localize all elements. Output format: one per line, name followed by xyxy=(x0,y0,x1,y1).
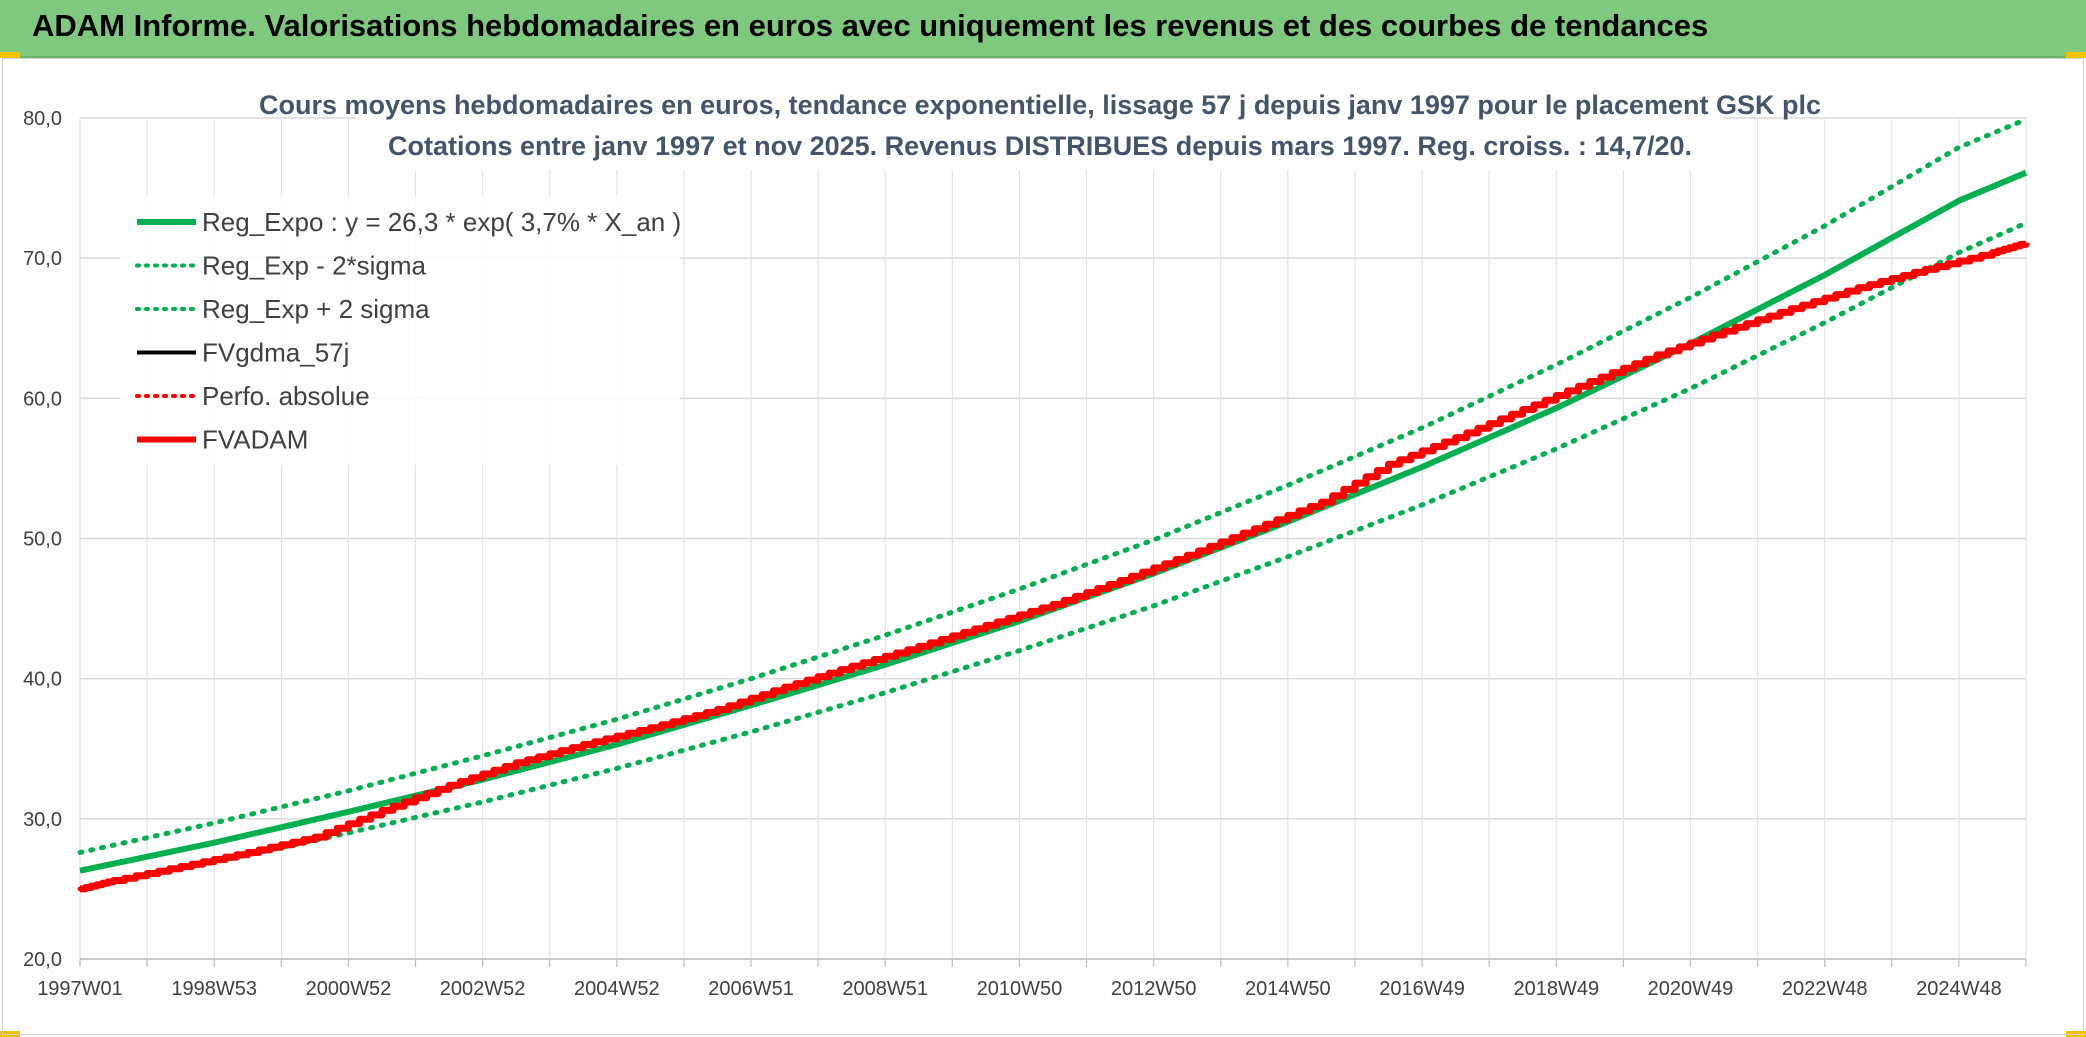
y-tick-label: 80,0 xyxy=(23,108,62,130)
x-tick-label: 2010W50 xyxy=(977,978,1063,1000)
x-tick-label: 2012W50 xyxy=(1111,978,1197,1000)
x-tick-label: 2000W52 xyxy=(306,978,392,1000)
x-tick-label: 2016W49 xyxy=(1379,978,1465,1000)
x-tick-label: 2022W48 xyxy=(1782,978,1868,1000)
legend-entry: Reg_Exp - 2*sigma xyxy=(202,251,427,281)
x-tick-label: 2020W49 xyxy=(1648,978,1734,1000)
legend: Reg_Expo : y = 26,3 * exp( 3,7% * X_an )… xyxy=(120,195,681,465)
chart-title: Cours moyens hebdomadaires en euros, ten… xyxy=(259,90,1821,120)
report-title: ADAM Informe. Valorisations hebdomadaire… xyxy=(32,8,1709,43)
series-line-5 xyxy=(80,240,2030,893)
y-tick-label: 60,0 xyxy=(23,388,62,410)
chart-subtitle: Cotations entre janv 1997 et nov 2025. R… xyxy=(388,131,1692,161)
x-tick-label: 2002W52 xyxy=(440,978,526,1000)
x-tick-label: 2018W49 xyxy=(1513,978,1599,1000)
report-banner: ADAM Informe. Valorisations hebdomadaire… xyxy=(0,0,2086,58)
x-tick-label: 2004W52 xyxy=(574,978,660,1000)
x-tick-label: 2006W51 xyxy=(708,978,794,1000)
x-tick-label: 2014W50 xyxy=(1245,978,1331,1000)
x-tick-label: 2008W51 xyxy=(842,978,928,1000)
legend-entry: Reg_Exp + 2 sigma xyxy=(202,294,430,324)
legend-entry: Reg_Expo : y = 26,3 * exp( 3,7% * X_an ) xyxy=(202,207,681,237)
y-tick-label: 50,0 xyxy=(23,529,62,551)
y-tick-label: 30,0 xyxy=(23,809,62,831)
corner-mark-right xyxy=(2066,52,2086,58)
y-axis: 20,0 30,0 40,0 50,0 60,0 70,0 80,0 xyxy=(23,108,62,971)
legend-entry: Perfo. absolue xyxy=(202,381,370,411)
legend-background xyxy=(120,195,680,465)
x-tick-label: 1998W53 xyxy=(171,978,257,1000)
y-tick-label: 70,0 xyxy=(23,248,62,270)
series-line-1 xyxy=(77,220,2029,892)
legend-entry: FVgdma_57j xyxy=(202,338,349,368)
series-lines xyxy=(77,116,2030,893)
corner-mark-left xyxy=(0,52,20,58)
series-line-2 xyxy=(77,116,2029,855)
title-background xyxy=(356,82,1724,170)
x-tick-label: 2024W48 xyxy=(1916,978,2002,1000)
x-axis: 1997W01 1998W53 2000W52 2002W52 2004W52 2006W… xyxy=(37,958,2027,1000)
y-tick-label: 20,0 xyxy=(23,949,62,971)
x-tick-label: 1997W01 xyxy=(37,978,123,1000)
legend-entry: FVADAM xyxy=(202,425,308,455)
chart-frame xyxy=(2,58,2084,1035)
y-tick-label: 40,0 xyxy=(23,669,62,691)
